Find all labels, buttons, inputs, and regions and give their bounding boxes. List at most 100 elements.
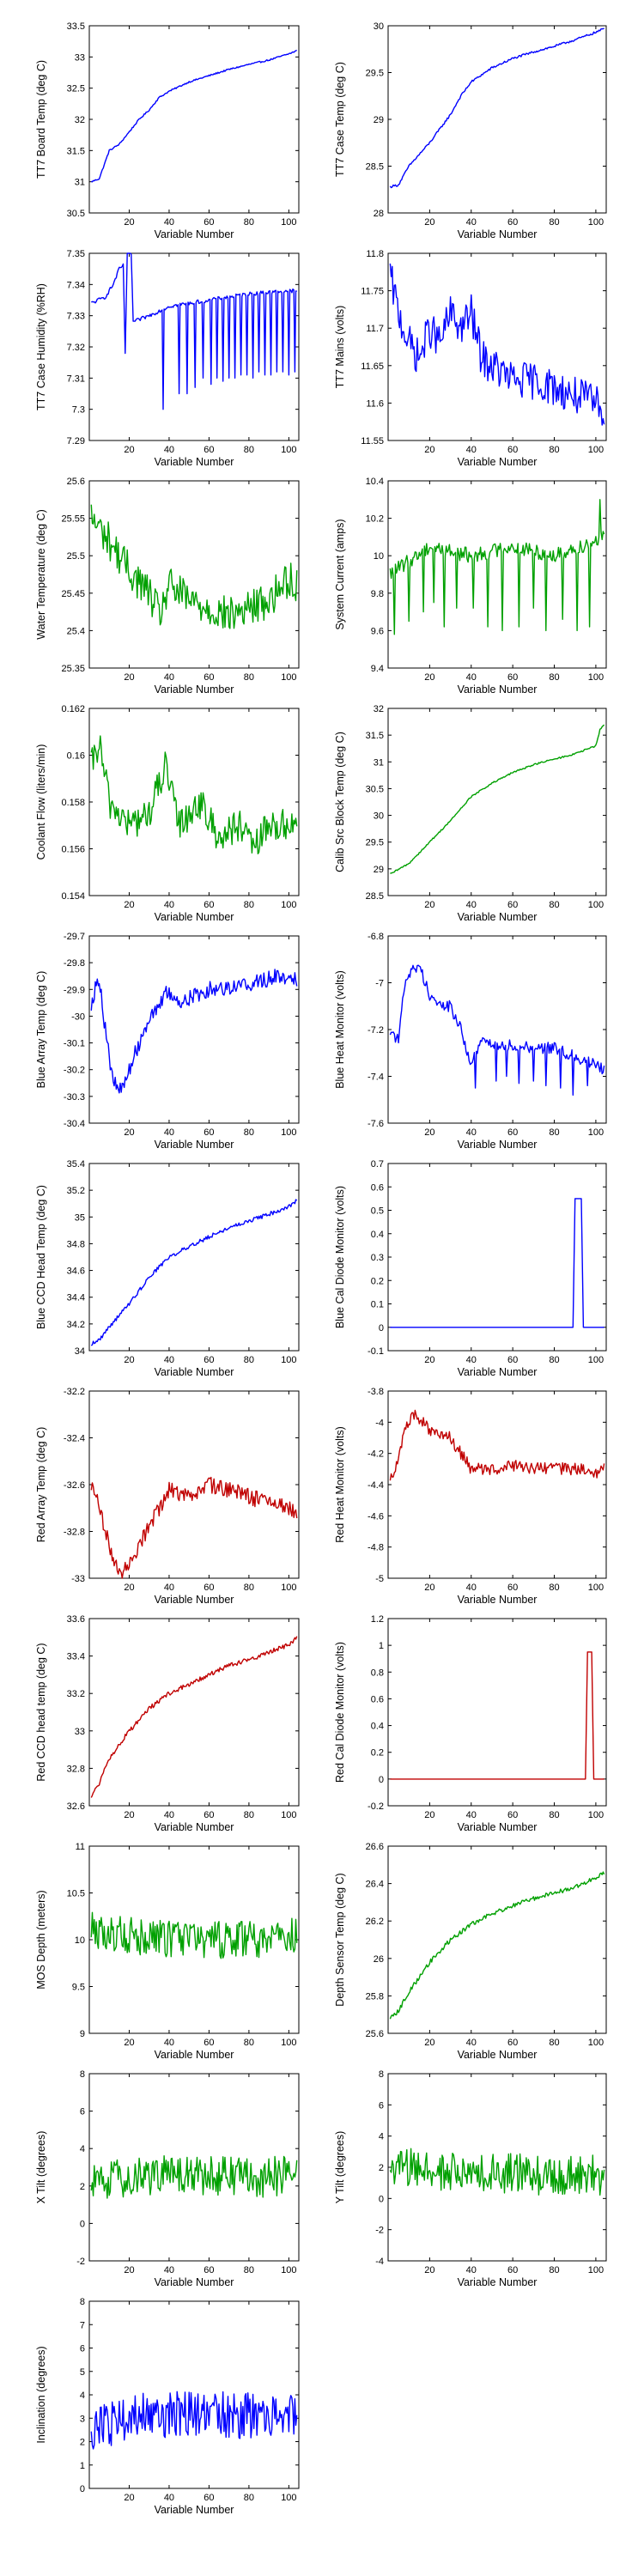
y-tick-label: 0 — [379, 1775, 384, 1785]
x-tick-label: 60 — [507, 445, 518, 455]
x-tick-label: 100 — [588, 217, 604, 228]
y-tick-label: -4.6 — [368, 1511, 384, 1522]
y-tick-label: 8 — [379, 2069, 384, 2080]
y-tick-label: 31 — [75, 178, 85, 188]
x-tick-label: 40 — [164, 1583, 174, 1593]
x-tick-label: 20 — [124, 672, 134, 683]
y-tick-label: 30 — [374, 21, 384, 32]
axes-box — [387, 1390, 607, 1579]
y-axis-label: Red Cal Diode Monitor (volts) — [334, 1642, 346, 1783]
x-tick-label: 100 — [281, 1583, 296, 1593]
y-tick-label: -33 — [71, 1574, 85, 1584]
x-axis-label: Variable Number — [155, 1594, 234, 1606]
x-tick-label: 40 — [466, 1583, 477, 1593]
y-tick-label: 34 — [75, 1346, 85, 1357]
y-tick-label: 1 — [80, 2461, 85, 2471]
x-tick-label: 20 — [424, 217, 434, 228]
y-tick-label: -0.2 — [368, 1801, 384, 1812]
x-tick-label: 100 — [281, 2493, 296, 2503]
y-tick-label: 10 — [374, 551, 384, 562]
x-tick-label: 100 — [588, 1127, 604, 1138]
axes-box — [387, 480, 607, 669]
y-tick-label: 10.4 — [366, 477, 384, 487]
x-tick-label: 20 — [124, 217, 134, 228]
chart-blue-heat-monitor: -6.8 -7 -7.2 -7.4 -7.6 20 40 60 80 100 Variable Nu… — [334, 932, 607, 1151]
x-tick-label: 40 — [164, 445, 174, 455]
x-tick-label: 80 — [549, 1355, 559, 1365]
y-tick-label: 4 — [80, 2144, 85, 2154]
series-line — [389, 1871, 605, 2020]
chart-blue-cal-diode: -0.1 0 0.1 0.2 0.3 0.4 0.5 0.6 0.7 20 40 60 80 100 Var… — [334, 1159, 607, 1378]
x-tick-label: 20 — [124, 1583, 134, 1593]
x-axis-label: Variable Number — [458, 1821, 538, 1833]
x-tick-label: 100 — [281, 1810, 296, 1820]
x-tick-label: 100 — [281, 672, 296, 683]
y-tick-label: 10.2 — [366, 514, 384, 525]
x-axis-label: Variable Number — [155, 456, 234, 468]
y-tick-label: 25.55 — [61, 514, 85, 525]
y-axis-label: TT7 Case Temp (deg C) — [334, 62, 346, 177]
y-tick-label: -32.8 — [64, 1528, 85, 1538]
y-tick-label: 26.6 — [366, 1842, 384, 1852]
x-tick-label: 60 — [507, 672, 518, 683]
x-tick-label: 20 — [424, 1810, 434, 1820]
y-tick-label: -6.8 — [368, 932, 384, 942]
y-tick-label: 25.8 — [366, 1991, 384, 2002]
x-tick-label: 20 — [124, 900, 134, 910]
x-axis-label: Variable Number — [155, 1139, 234, 1151]
y-tick-label: 25.35 — [61, 664, 85, 674]
y-tick-label: -2 — [76, 2257, 85, 2267]
x-axis-label: Variable Number — [458, 1366, 538, 1378]
x-tick-label: 80 — [244, 1127, 254, 1138]
x-axis-label: Variable Number — [458, 2276, 538, 2288]
series-line — [90, 2391, 298, 2450]
y-tick-label: 3 — [80, 2414, 85, 2424]
y-tick-label: 5 — [80, 2367, 85, 2378]
y-tick-label: 0.154 — [61, 891, 85, 902]
y-tick-label: 0.4 — [371, 1230, 384, 1240]
x-tick-label: 80 — [549, 1583, 559, 1593]
y-tick-label: 0.8 — [371, 1668, 384, 1678]
series-line — [389, 2148, 605, 2196]
y-tick-label: 10 — [75, 1935, 85, 1946]
y-tick-label: 7.3 — [72, 405, 85, 416]
y-tick-label: 9.4 — [371, 664, 384, 674]
y-tick-label: 30.5 — [67, 209, 85, 219]
x-tick-label: 40 — [164, 1127, 174, 1138]
x-tick-label: 20 — [424, 1583, 434, 1593]
y-tick-label: 33 — [75, 52, 85, 63]
y-tick-label: 32.8 — [67, 1764, 85, 1774]
y-tick-label: 11.75 — [361, 287, 384, 297]
y-tick-label: 2 — [80, 2182, 85, 2192]
x-axis-label: Variable Number — [458, 683, 538, 696]
y-tick-label: 7.32 — [67, 343, 85, 353]
y-tick-label: 6 — [80, 2344, 85, 2354]
y-tick-label: 6 — [80, 2107, 85, 2117]
y-tick-label: 29 — [374, 865, 384, 875]
y-tick-label: 10.5 — [67, 1889, 85, 1899]
x-tick-label: 40 — [164, 900, 174, 910]
series-line — [390, 1198, 605, 1328]
y-tick-label: -0.1 — [368, 1346, 384, 1357]
x-tick-label: 80 — [549, 445, 559, 455]
x-tick-label: 40 — [164, 672, 174, 683]
y-tick-label: 7.35 — [67, 249, 85, 259]
y-axis-label: Blue Array Temp (deg C) — [35, 971, 47, 1089]
y-tick-label: 0.1 — [371, 1300, 384, 1310]
x-tick-label: 40 — [164, 2038, 174, 2048]
x-tick-label: 40 — [164, 1810, 174, 1820]
x-tick-label: 80 — [244, 1583, 254, 1593]
y-tick-label: -29.7 — [64, 932, 85, 942]
axes-box — [387, 1618, 607, 1807]
x-tick-label: 100 — [588, 1583, 604, 1593]
x-tick-label: 60 — [204, 217, 214, 228]
y-tick-label: -3.8 — [368, 1387, 384, 1397]
series-line — [90, 1911, 298, 1959]
chart-mains: 11.55 11.6 11.65 11.7 11.75 11.8 20 40 60 80 100 Va… — [334, 249, 607, 468]
x-tick-label: 60 — [507, 217, 518, 228]
x-tick-label: 40 — [466, 217, 477, 228]
x-tick-label: 60 — [204, 1355, 214, 1365]
y-tick-label: -7.2 — [368, 1025, 384, 1036]
y-tick-label: 32 — [75, 115, 85, 125]
series-line — [90, 735, 298, 854]
